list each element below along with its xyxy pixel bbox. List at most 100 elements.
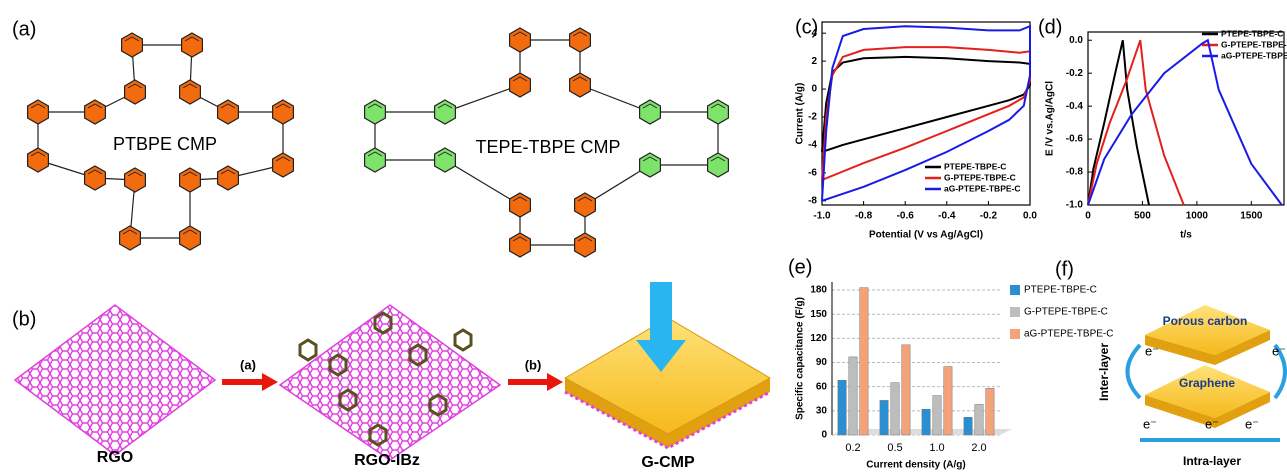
bar [963,417,973,436]
ring [120,32,143,58]
y-tick-label: 60 [816,381,828,392]
bar [943,366,953,436]
ring [179,79,201,105]
panel-label: (b) [12,308,36,330]
bar [890,382,900,436]
x-tick-label: 500 [1134,211,1151,222]
ring [706,99,730,125]
panel-label: (a) [12,18,36,40]
layer-top [1145,305,1270,355]
electron: e⁻ [1245,416,1259,431]
plot-frame [1087,31,1285,206]
x-tick-label: -0.4 [938,211,956,222]
electron: e⁻ [1205,416,1219,431]
plot-frame [821,21,1031,206]
layer-side [1145,330,1270,365]
x-axis-label: Current density (A/g) [866,460,965,471]
y-tick-label: -0.6 [1066,134,1084,145]
ring [638,152,662,178]
ring [179,167,201,193]
ring [27,99,50,125]
series-line [1087,38,1283,206]
x-tick-label: 1000 [1186,211,1209,222]
material-label: G-CMP [641,454,695,471]
y-tick-label: 2 [811,56,817,67]
transfer-arrow [1125,343,1142,400]
y-tick-label: -8 [808,195,817,206]
arrow-head [262,373,278,391]
y-tick-label: -6 [808,168,817,179]
ring [272,99,294,125]
y-axis-label: Specific capacitance (F/g) [795,297,806,420]
ring [706,152,730,178]
ring [217,165,239,191]
x-tick-label: 2.0 [971,442,986,454]
legend-label: aG-PTEPE-TBPE-C [1221,50,1287,60]
legend-label: G-PTEPE-TBPE-C [944,172,1016,182]
ring [123,79,146,105]
g-cmp-graphene [564,390,771,450]
beam [650,282,672,342]
y-axis-label: E /V vs.Ag/AgCl [1045,81,1056,156]
ring [509,192,532,218]
ring [181,32,203,58]
legend-label: PTEPE-TBPE-C [1024,285,1097,296]
y-tick-label: -0.2 [1066,68,1084,79]
series-line [1087,39,1185,206]
y-tick-label: -0.8 [1066,167,1084,178]
electron: e⁻ [1145,343,1159,358]
step-label: (a) [240,357,256,372]
legend-swatch [1010,307,1020,317]
ring [83,165,107,191]
y-tick-label: 30 [816,405,828,416]
rgo-ibz-sheet [278,304,502,461]
ring [509,232,532,258]
bar [859,287,869,436]
ring [434,99,456,125]
direction-label: Inter-layer [1097,343,1111,401]
y-tick-label: -4 [808,140,817,151]
ring [509,72,532,98]
layer-label: Graphene [1179,376,1235,390]
ring [434,147,456,173]
x-tick-label: 0 [1085,211,1091,222]
ring [638,99,662,125]
series-line [821,24,1031,202]
g-cmp-top [563,317,772,435]
ring [83,99,107,125]
bar [901,344,911,436]
layer-side [1145,392,1270,428]
y-tick-label: -2 [808,112,817,123]
x-axis-label: t/s [1180,230,1192,241]
x-tick-label: 1500 [1240,211,1263,222]
panel-label: (f) [1055,258,1074,280]
bar [921,408,931,436]
bar [848,356,858,436]
ring [568,72,592,98]
y-tick-label: -1.0 [1066,200,1084,211]
legend-label: G-PTEPE-TBPE-C [1221,39,1287,49]
ring [179,225,201,251]
y-tick-label: 4 [811,28,817,39]
ring [27,147,50,173]
material-label: RGO-IBz [354,452,420,469]
ring [364,99,386,125]
ring [573,192,597,218]
y-tick-label: 90 [816,357,828,368]
ring [364,147,386,173]
arrow-head [547,373,563,391]
step-label: (b) [525,357,542,372]
x-tick-label: -1.0 [813,211,831,222]
x-tick-label: 0.2 [845,442,860,454]
layer-label: Porous carbon [1163,314,1248,328]
structure-label: PTBPE CMP [113,134,217,154]
panel-label: (e) [788,256,812,278]
x-tick-label: -0.2 [980,211,998,222]
legend-swatch [1010,329,1020,339]
panel-label: (c) [795,16,818,38]
ring [573,232,597,258]
beam-head [636,340,686,372]
ring [123,167,146,193]
x-tick-label: 1.0 [929,442,944,454]
